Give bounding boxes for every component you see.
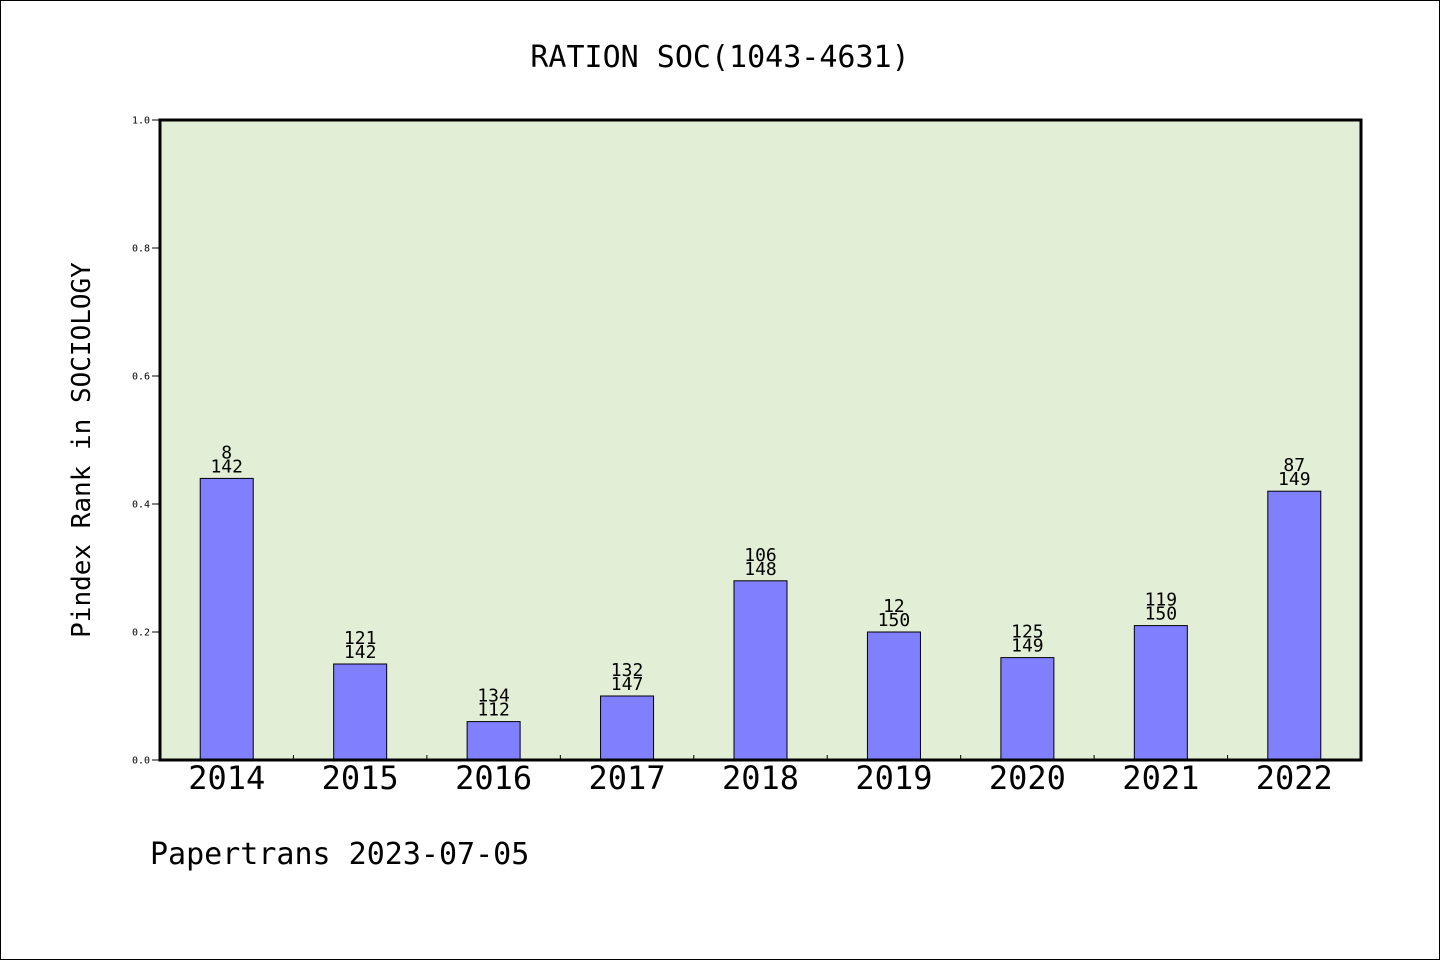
bar-label-top-2014: 8 [221, 442, 232, 463]
chart-title: RATION SOC(1043-4631) [530, 40, 909, 75]
bar-2020 [1000, 657, 1055, 761]
bar-label-top-2022: 87 [1283, 455, 1305, 476]
bar-group [199, 477, 1322, 761]
x-tick-label-2019: 2019 [855, 759, 932, 797]
bar-label-bottom-2016: 112 [477, 700, 510, 721]
bar-label-top-2019: 12 [883, 596, 905, 617]
bar-2018 [733, 580, 788, 761]
bar-label-bottom-2021: 150 [1145, 604, 1178, 625]
bar-label-group: 8142121142134112132147106148121501251491… [210, 442, 1310, 720]
y-tick-label-1.0: 1.0 [132, 116, 150, 127]
x-tick-label-2015: 2015 [322, 759, 399, 797]
x-tick-label-2014: 2014 [188, 759, 265, 797]
y-tick-label-0.2: 0.2 [132, 628, 150, 639]
bar-label-top-2017: 132 [611, 660, 644, 681]
bar-label-top-2016: 134 [477, 686, 510, 707]
x-tick-label-2020: 2020 [989, 759, 1066, 797]
y-tick-label-0.6: 0.6 [132, 372, 150, 383]
x-tick-label-2018: 2018 [722, 759, 799, 797]
y-tick-label-0.8: 0.8 [132, 244, 150, 255]
y-tick-label-0.0: 0.0 [132, 756, 150, 767]
bar-label-bottom-2017: 147 [611, 674, 644, 695]
bar-label-bottom-2014: 142 [210, 456, 243, 477]
y-axis-label: Pindex Rank in SOCIOLOGY [67, 262, 97, 638]
y-axis: 0.0 0.2 0.4 0.6 0.8 1.0 [132, 116, 160, 767]
bar-2015 [333, 663, 388, 761]
bar-label-top-2018: 106 [744, 545, 777, 566]
bar-label-bottom-2019: 150 [878, 610, 911, 631]
footer-credit: Papertrans 2023-07-05 [150, 837, 529, 872]
bar-2014 [199, 477, 254, 761]
bar-label-bottom-2018: 148 [744, 559, 777, 580]
bar-label-bottom-2015: 142 [344, 642, 377, 663]
bar-2021 [1133, 625, 1188, 761]
bar-label-bottom-2020: 149 [1011, 636, 1044, 657]
bar-2019 [866, 631, 921, 761]
bar-label-top-2015: 121 [344, 628, 377, 649]
x-tick-label-2022: 2022 [1256, 759, 1333, 797]
y-tick-label-0.4: 0.4 [132, 500, 150, 511]
bar-label-top-2021: 119 [1145, 590, 1178, 611]
plot-border [158, 118, 1363, 762]
bar-2022 [1267, 490, 1322, 761]
x-axis: 2014 2015 2016 2017 2018 2019 2020 2021 2022 [188, 755, 1333, 797]
x-tick-label-2021: 2021 [1122, 759, 1199, 797]
bar-2016 [466, 721, 521, 761]
bar-label-top-2020: 125 [1011, 622, 1044, 643]
bar-label-bottom-2022: 149 [1278, 469, 1311, 490]
x-tick-label-2017: 2017 [589, 759, 666, 797]
x-tick-label-2016: 2016 [455, 759, 532, 797]
bar-2017 [600, 695, 655, 761]
